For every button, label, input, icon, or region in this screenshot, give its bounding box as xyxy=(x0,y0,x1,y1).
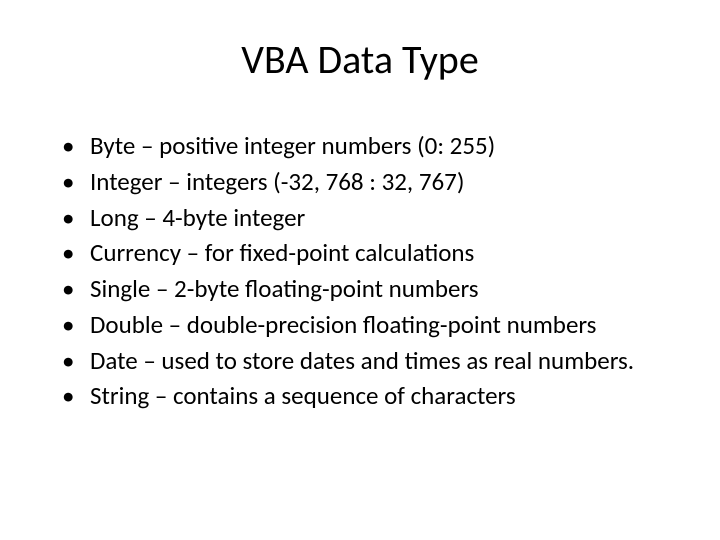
list-item: String – contains a sequence of characte… xyxy=(62,379,680,413)
list-item: Currency – for fixed-point calculations xyxy=(62,236,680,270)
list-item: Byte – positive integer numbers (0: 255) xyxy=(62,129,680,163)
slide-title: VBA Data Type xyxy=(40,35,680,84)
list-item: Long – 4-byte integer xyxy=(62,201,680,235)
list-item: Date – used to store dates and times as … xyxy=(62,344,680,378)
list-item: Single – 2-byte floating-point numbers xyxy=(62,272,680,306)
list-item: Integer – integers (-32, 768 : 32, 767) xyxy=(62,165,680,199)
slide-container: VBA Data Type Byte – positive integer nu… xyxy=(0,0,720,540)
list-item: Double – double-precision floating-point… xyxy=(62,308,680,342)
bullet-list: Byte – positive integer numbers (0: 255)… xyxy=(40,129,680,413)
